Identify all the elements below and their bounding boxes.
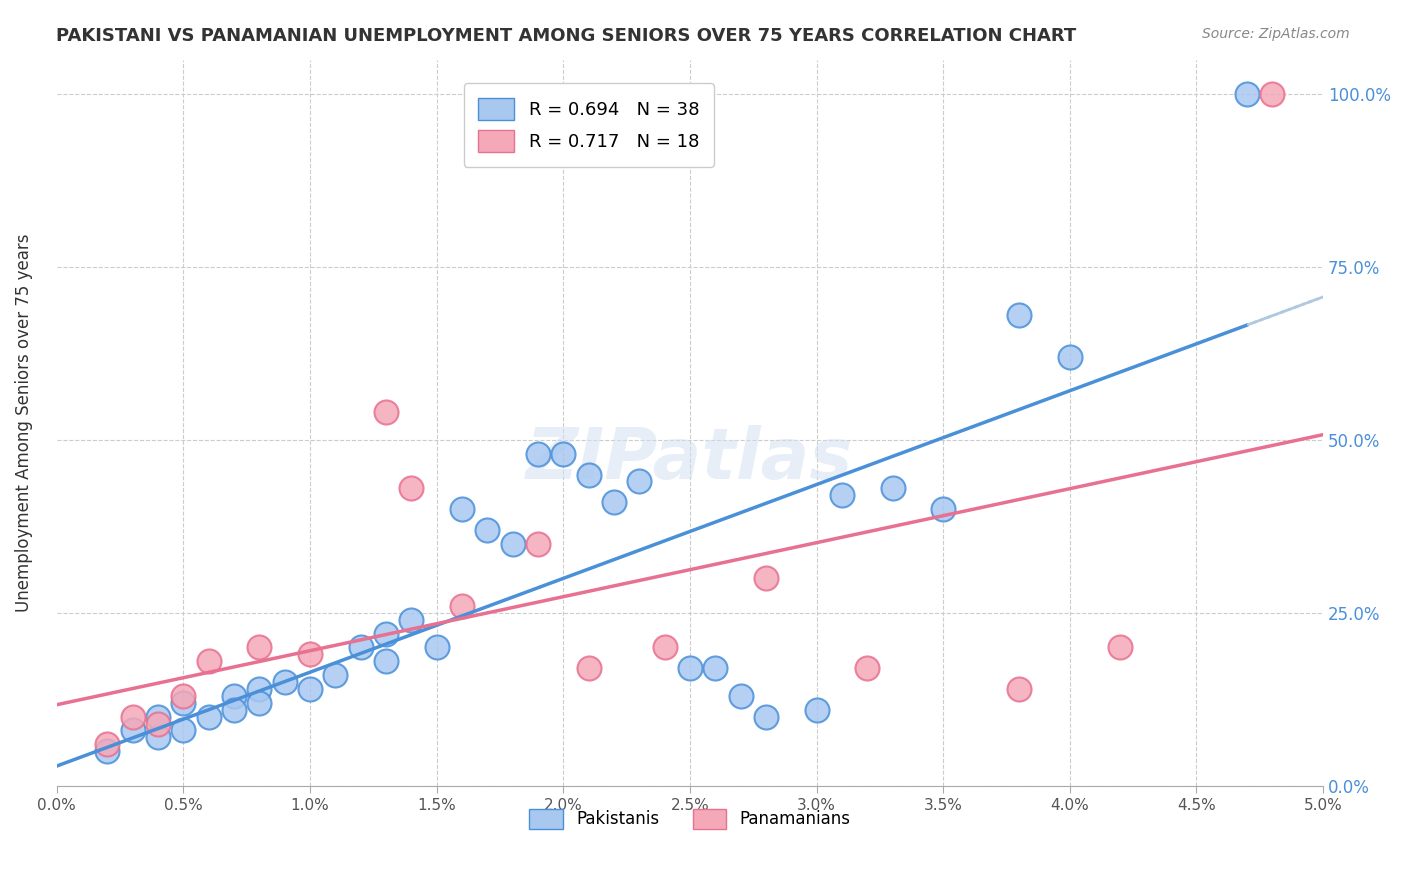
Pakistanis	[222, 689, 245, 703]
Pakistanis	[831, 488, 853, 502]
Text: PAKISTANI VS PANAMANIAN UNEMPLOYMENT AMONG SENIORS OVER 75 YEARS CORRELATION CHA: PAKISTANI VS PANAMANIAN UNEMPLOYMENT AMO…	[56, 27, 1077, 45]
Pakistanis	[121, 723, 143, 738]
Pakistanis	[1008, 309, 1031, 323]
Pakistanis	[146, 709, 169, 723]
Pakistanis	[323, 668, 346, 682]
Pakistanis	[298, 681, 321, 696]
Pakistanis	[1236, 87, 1258, 102]
Panamanians	[1109, 640, 1132, 655]
Pakistanis	[553, 447, 575, 461]
Panamanians	[755, 571, 778, 585]
Pakistanis	[704, 661, 727, 675]
Pakistanis	[197, 709, 219, 723]
Pakistanis	[172, 723, 194, 738]
Pakistanis	[374, 654, 396, 668]
Pakistanis	[882, 482, 904, 496]
Panamanians	[374, 405, 396, 419]
Panamanians	[399, 482, 422, 496]
Pakistanis	[451, 502, 474, 516]
Panamanians	[172, 689, 194, 703]
Pakistanis	[273, 675, 295, 690]
Text: Source: ZipAtlas.com: Source: ZipAtlas.com	[1202, 27, 1350, 41]
Panamanians	[96, 737, 118, 751]
Pakistanis	[222, 703, 245, 717]
Panamanians	[527, 537, 550, 551]
Pakistanis	[628, 475, 651, 489]
Legend: Pakistanis, Panamanians: Pakistanis, Panamanians	[523, 802, 856, 836]
Pakistanis	[477, 523, 499, 537]
Panamanians	[1261, 87, 1284, 102]
Panamanians	[298, 648, 321, 662]
Pakistanis	[502, 537, 524, 551]
Pakistanis	[247, 696, 270, 710]
Panamanians	[146, 716, 169, 731]
Panamanians	[654, 640, 676, 655]
Pakistanis	[426, 640, 449, 655]
Pakistanis	[146, 731, 169, 745]
Pakistanis	[374, 626, 396, 640]
Pakistanis	[730, 689, 752, 703]
Pakistanis	[578, 467, 600, 482]
Pakistanis	[399, 613, 422, 627]
Panamanians	[121, 709, 143, 723]
Pakistanis	[806, 703, 828, 717]
Pakistanis	[932, 502, 955, 516]
Pakistanis	[172, 696, 194, 710]
Pakistanis	[679, 661, 702, 675]
Panamanians	[451, 599, 474, 613]
Panamanians	[856, 661, 879, 675]
Panamanians	[578, 661, 600, 675]
Pakistanis	[96, 744, 118, 758]
Pakistanis	[349, 640, 371, 655]
Panamanians	[247, 640, 270, 655]
Pakistanis	[527, 447, 550, 461]
Y-axis label: Unemployment Among Seniors over 75 years: Unemployment Among Seniors over 75 years	[15, 234, 32, 612]
Panamanians	[197, 654, 219, 668]
Pakistanis	[755, 709, 778, 723]
Pakistanis	[1059, 350, 1081, 364]
Pakistanis	[603, 495, 626, 509]
Text: ZIPatlas: ZIPatlas	[526, 425, 853, 493]
Pakistanis	[247, 681, 270, 696]
Panamanians	[1008, 681, 1031, 696]
